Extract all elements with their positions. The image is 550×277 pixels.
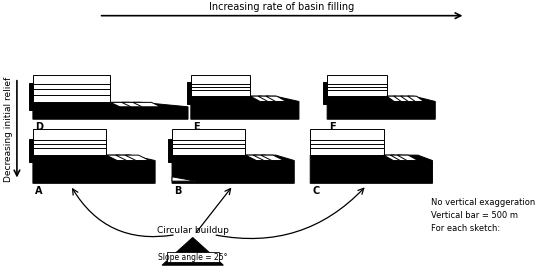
Text: Increasing rate of basin filling: Increasing rate of basin filling [210, 2, 355, 12]
Polygon shape [253, 155, 276, 161]
Polygon shape [111, 102, 139, 107]
Text: A: A [35, 186, 42, 196]
Polygon shape [33, 129, 106, 155]
FancyBboxPatch shape [167, 252, 218, 262]
Polygon shape [327, 75, 387, 96]
Polygon shape [33, 75, 111, 102]
Text: No vertical exaggeration: No vertical exaggeration [431, 198, 535, 207]
Text: Decreasing initial relief: Decreasing initial relief [4, 76, 13, 182]
Polygon shape [133, 102, 161, 107]
Polygon shape [33, 102, 188, 119]
Polygon shape [400, 96, 417, 101]
Polygon shape [387, 96, 403, 101]
Text: E: E [192, 122, 199, 132]
Text: D: D [35, 122, 43, 132]
Polygon shape [408, 96, 424, 101]
Polygon shape [390, 155, 411, 161]
Polygon shape [266, 96, 287, 101]
Text: F: F [329, 122, 336, 132]
Polygon shape [250, 96, 271, 101]
Text: For each sketch:: For each sketch: [431, 224, 500, 233]
Polygon shape [261, 155, 284, 161]
Text: B: B [174, 186, 182, 196]
Text: Circular buildup: Circular buildup [157, 225, 229, 235]
Polygon shape [162, 238, 223, 265]
Text: Slope angle = 25°: Slope angle = 25° [158, 253, 228, 262]
Polygon shape [172, 129, 245, 155]
Polygon shape [327, 96, 435, 119]
Polygon shape [310, 155, 432, 183]
Bar [187, 82, 191, 104]
Polygon shape [310, 129, 383, 155]
Polygon shape [172, 177, 196, 181]
Text: C: C [312, 186, 320, 196]
Polygon shape [33, 155, 155, 183]
Bar [168, 139, 172, 161]
Text: Vertical bar = 500 m: Vertical bar = 500 m [431, 211, 518, 220]
Polygon shape [258, 96, 279, 101]
Bar [29, 83, 33, 110]
Polygon shape [191, 75, 250, 96]
Polygon shape [125, 155, 150, 161]
Polygon shape [394, 96, 410, 101]
Polygon shape [116, 155, 140, 161]
Polygon shape [245, 155, 268, 161]
Polygon shape [397, 155, 418, 161]
Polygon shape [383, 155, 404, 161]
Bar [29, 139, 33, 161]
Polygon shape [122, 102, 150, 107]
Polygon shape [191, 96, 299, 119]
Polygon shape [106, 155, 131, 161]
Polygon shape [172, 155, 294, 183]
Bar [323, 82, 327, 104]
